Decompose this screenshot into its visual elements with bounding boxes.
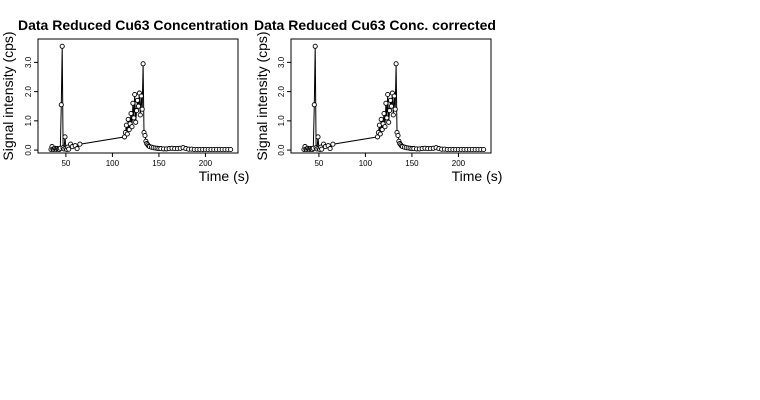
- y-tick-label: 0.0: [24, 144, 33, 156]
- data-point: [327, 146, 333, 152]
- y-tick-label: 2.0: [277, 86, 286, 98]
- data-point: [228, 146, 234, 153]
- y-tick-label: 3.0: [24, 56, 33, 68]
- data-point: [393, 61, 399, 67]
- data-point: [62, 134, 68, 140]
- data-point: [387, 97, 394, 103]
- data-point: [128, 110, 134, 117]
- data-point: [319, 146, 325, 152]
- y-axis-label: Signal intensity (cps): [0, 31, 16, 160]
- data-point: [481, 146, 487, 153]
- data-point: [138, 93, 144, 99]
- data-point: [135, 103, 142, 109]
- data-point: [134, 97, 141, 103]
- data-point: [134, 108, 140, 114]
- y-tick-label: 0.0: [277, 144, 286, 156]
- data-point: [132, 91, 138, 98]
- x-axis-label: Time (s): [452, 168, 503, 184]
- data-point: [378, 116, 384, 122]
- data-point: [312, 43, 318, 49]
- data-point: [59, 43, 65, 49]
- data-point: [377, 131, 383, 137]
- y-tick-label: 1.0: [24, 115, 33, 127]
- data-point: [315, 134, 321, 140]
- data-point: [382, 124, 388, 130]
- x-tick-label: 200: [452, 159, 466, 168]
- chart-panel-concentration: Data Reduced Cu63 Concentration Signal i…: [0, 17, 249, 184]
- x-tick-label: 150: [405, 159, 419, 168]
- data-point: [386, 119, 392, 125]
- data-point: [129, 124, 135, 130]
- data-point: [137, 112, 143, 118]
- data-point: [133, 119, 139, 125]
- data-point: [392, 106, 398, 112]
- data-point: [131, 115, 137, 121]
- y-tick-label: 3.0: [277, 56, 286, 68]
- y-tick-label: 1.0: [277, 115, 286, 127]
- data-point: [388, 103, 395, 109]
- data-point: [74, 146, 80, 152]
- data-point: [381, 110, 387, 117]
- y-tick-label: 2.0: [24, 86, 33, 98]
- data-point: [130, 100, 136, 106]
- plot-frame: [290, 38, 492, 154]
- data-point: [142, 132, 148, 139]
- x-tick-label: 150: [152, 159, 166, 168]
- chart-title: Data Reduced Cu63 Concentration: [18, 17, 248, 33]
- y-axis-label: Signal intensity (cps): [254, 31, 270, 160]
- data-point: [140, 61, 146, 67]
- x-tick-label: 200: [199, 159, 213, 168]
- data-point: [77, 141, 83, 147]
- x-tick-label: 50: [61, 159, 70, 168]
- data-point: [124, 131, 130, 137]
- data-point: [125, 116, 131, 122]
- chart-panel-corrected: Data Reduced Cu63 Conc. corrected Signal…: [254, 17, 502, 184]
- x-tick-label: 100: [106, 159, 120, 168]
- x-axis-label: Time (s): [199, 168, 250, 184]
- data-point: [385, 91, 391, 98]
- data-point: [311, 102, 317, 108]
- data-point: [383, 100, 389, 106]
- x-tick-label: 100: [359, 159, 373, 168]
- x-tick-label: 50: [314, 159, 323, 168]
- data-point: [395, 132, 401, 139]
- plot-frame: [37, 38, 239, 154]
- chart-title: Data Reduced Cu63 Conc. corrected: [254, 17, 496, 33]
- data-point: [58, 102, 64, 108]
- data-point: [384, 115, 390, 121]
- data-point: [66, 146, 72, 152]
- data-point: [387, 108, 393, 114]
- data-point: [390, 112, 396, 118]
- data-point: [330, 141, 336, 147]
- data-point: [391, 93, 397, 99]
- data-point: [139, 106, 145, 112]
